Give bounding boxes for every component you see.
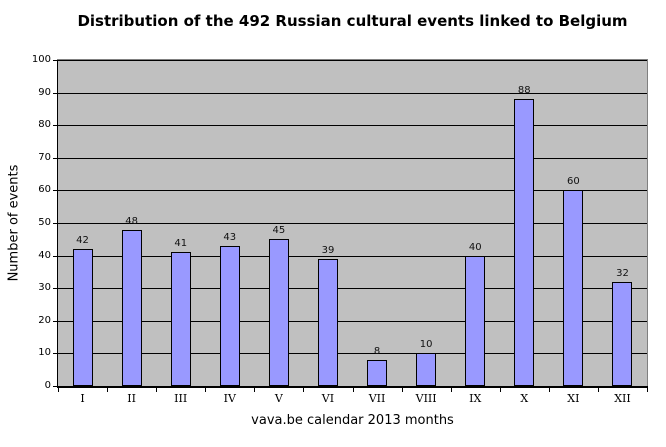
x-axis-tick-label: VIII: [415, 392, 437, 405]
bar: [268, 239, 289, 386]
bar-value-label: 40: [468, 241, 482, 253]
y-axis-tick-label: 100: [31, 54, 51, 65]
y-axis-tick-label: 0: [44, 380, 51, 391]
x-axis-tick-mark: [254, 388, 256, 392]
bar-value-label: 45: [272, 225, 286, 237]
bar: [416, 353, 437, 386]
y-axis-tick-label: 50: [38, 217, 51, 228]
chart-title: Distribution of the 492 Russian cultural…: [77, 12, 628, 30]
bar: [563, 190, 584, 386]
bar-value-label: 39: [321, 244, 335, 256]
gridline: [58, 255, 647, 257]
y-axis-tick-mark: [53, 223, 58, 224]
x-axis-tick-label: IV: [223, 392, 236, 405]
y-axis-line: [57, 60, 58, 388]
x-axis-line: [57, 386, 648, 388]
x-axis-title: vava.be calendar 2013 months: [251, 413, 454, 428]
x-axis-tick-label: VII: [368, 392, 386, 405]
y-axis-tick-mark: [53, 190, 58, 192]
y-axis-tick-label: 80: [38, 119, 51, 131]
y-axis-tick-label: 40: [38, 249, 51, 261]
y-axis-tick-mark: [53, 255, 58, 257]
x-axis-tick-label: XII: [614, 392, 631, 405]
gridline: [58, 190, 647, 192]
bar: [465, 255, 486, 386]
x-axis-tick-label: II: [127, 392, 136, 405]
bar-value-label: 32: [616, 267, 629, 279]
x-axis-tick-label: XI: [567, 392, 580, 405]
x-axis-tick-label: V: [274, 392, 283, 405]
y-axis-tick-mark: [53, 157, 58, 159]
bar-value-label: 42: [76, 235, 89, 247]
gridline: [58, 60, 647, 61]
y-axis-tick-label: 60: [38, 184, 51, 196]
bar: [612, 281, 633, 386]
x-axis-tick-mark: [597, 388, 599, 392]
x-axis-tick-mark: [450, 388, 452, 392]
x-axis-tick-label: IX: [469, 392, 482, 405]
bar: [72, 249, 93, 386]
bar-value-label: 48: [125, 215, 138, 227]
y-axis-tick-label: 30: [38, 282, 51, 294]
x-axis-tick-mark: [205, 388, 207, 392]
x-axis-tick-mark: [58, 388, 59, 392]
y-axis-tick-label: 20: [38, 314, 51, 326]
x-axis-tick-mark: [647, 388, 648, 392]
y-axis-tick-mark: [53, 386, 58, 387]
x-axis-tick-mark: [401, 388, 403, 392]
bar-value-label: 43: [223, 231, 237, 243]
bar-value-label: 10: [419, 339, 433, 351]
y-axis-tick-label: 70: [38, 151, 51, 163]
x-axis-tick-mark: [156, 388, 158, 392]
gridline: [58, 288, 647, 290]
y-axis-tick-mark: [53, 288, 58, 290]
plot-area: 42 48 41 43 45 39 8 10 40 88 60 32: [57, 59, 648, 387]
x-axis-tick-mark: [548, 388, 550, 392]
y-axis-tick-mark: [53, 353, 58, 355]
gridline: [58, 125, 647, 127]
bar: [121, 229, 142, 386]
x-axis-tick-label: III: [174, 392, 188, 405]
x-axis-tick-label: VI: [321, 392, 335, 405]
y-axis-tick-label: 10: [38, 347, 51, 359]
bar: [514, 99, 535, 386]
x-axis-tick-mark: [107, 388, 109, 392]
gridline: [58, 157, 647, 159]
x-axis-tick-label: I: [80, 392, 85, 405]
y-axis-tick-mark: [53, 92, 58, 94]
gridline: [58, 223, 647, 224]
y-axis-tick-label: 90: [38, 86, 51, 98]
gridline: [58, 320, 647, 322]
x-axis-tick-mark: [352, 388, 354, 392]
y-axis-tick-mark: [53, 60, 58, 61]
bar: [219, 245, 240, 386]
y-axis-tick-mark: [53, 125, 58, 127]
bar-value-label: 60: [567, 176, 580, 188]
x-axis-tick-label: X: [520, 392, 529, 405]
bar: [317, 258, 338, 386]
bar-value-label: 8: [373, 345, 381, 357]
bar-value-label: 88: [517, 85, 531, 97]
gridline: [58, 92, 647, 94]
gridline: [58, 353, 647, 355]
y-axis-tick-mark: [53, 320, 58, 322]
bar: [170, 252, 191, 386]
x-axis-tick-mark: [303, 388, 305, 392]
bar-value-label: 41: [174, 238, 188, 250]
bar: [367, 359, 388, 386]
x-axis-tick-mark: [499, 388, 501, 392]
